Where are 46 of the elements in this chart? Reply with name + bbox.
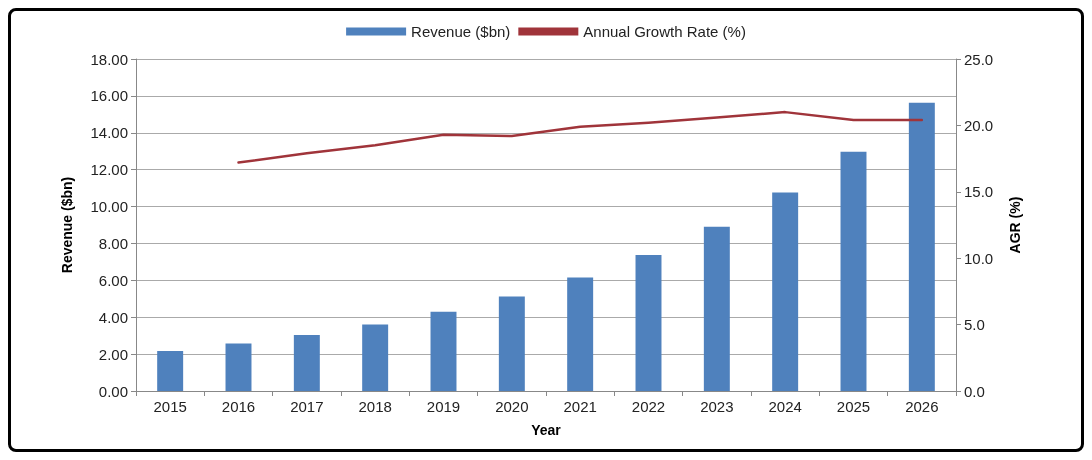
legend-label: Annual Growth Rate (%) — [583, 23, 746, 40]
x-tick-label: 2015 — [153, 398, 187, 415]
x-tick-label: 2022 — [631, 398, 666, 415]
y-tick-label: 6.00 — [98, 271, 128, 289]
x-tick-label: 2020 — [495, 398, 529, 415]
bar — [498, 296, 525, 391]
line-series — [237, 110, 924, 164]
y2-tick-label: 5.0 — [964, 316, 985, 334]
y-tick-label: 14.00 — [90, 124, 128, 142]
y2-tick-label: 15.0 — [964, 183, 994, 201]
y2-tick-label: 25.0 — [964, 50, 994, 68]
bar — [225, 343, 252, 391]
bar — [567, 277, 594, 391]
x-tick-label: 2024 — [768, 398, 802, 415]
y-axis-title: Revenue ($bn) — [59, 176, 75, 274]
bar — [840, 151, 867, 391]
x-tick-label: 2023 — [700, 398, 734, 415]
legend-label: Revenue ($bn) — [411, 23, 511, 40]
y-tick-label: 0.00 — [98, 382, 128, 400]
y-tick-label: 2.00 — [98, 345, 128, 363]
y2-tick-label: 20.0 — [964, 116, 994, 134]
y-tick-label: 4.00 — [98, 308, 128, 326]
y2-axis-title: AGR (%) — [1007, 196, 1023, 254]
y2-tick-label: 10.0 — [964, 249, 994, 267]
bar — [703, 226, 730, 391]
y-tick-label: 10.00 — [90, 198, 128, 216]
bar — [908, 102, 935, 391]
bar — [430, 311, 457, 391]
x-tick-label: 2026 — [905, 398, 939, 415]
x-tick-label: 2018 — [358, 398, 392, 415]
y-tick-label: 12.00 — [90, 161, 128, 179]
x-tick-label: 2025 — [836, 398, 871, 415]
bar — [635, 254, 662, 391]
x-axis-title: Year — [531, 422, 562, 438]
x-tick-label: 2017 — [290, 398, 324, 415]
x-tick-label: 2019 — [426, 398, 461, 415]
x-tick-label: 2016 — [221, 398, 256, 415]
y-tick-label: 18.00 — [90, 50, 128, 68]
bar — [293, 334, 320, 391]
bar — [157, 350, 184, 391]
x-tick-label: 2021 — [563, 398, 597, 415]
y-tick-label: 8.00 — [98, 234, 128, 252]
y-tick-label: 16.00 — [90, 87, 128, 105]
y2-tick-label: 0.0 — [964, 382, 985, 400]
bar — [772, 192, 799, 391]
bar — [362, 324, 389, 391]
